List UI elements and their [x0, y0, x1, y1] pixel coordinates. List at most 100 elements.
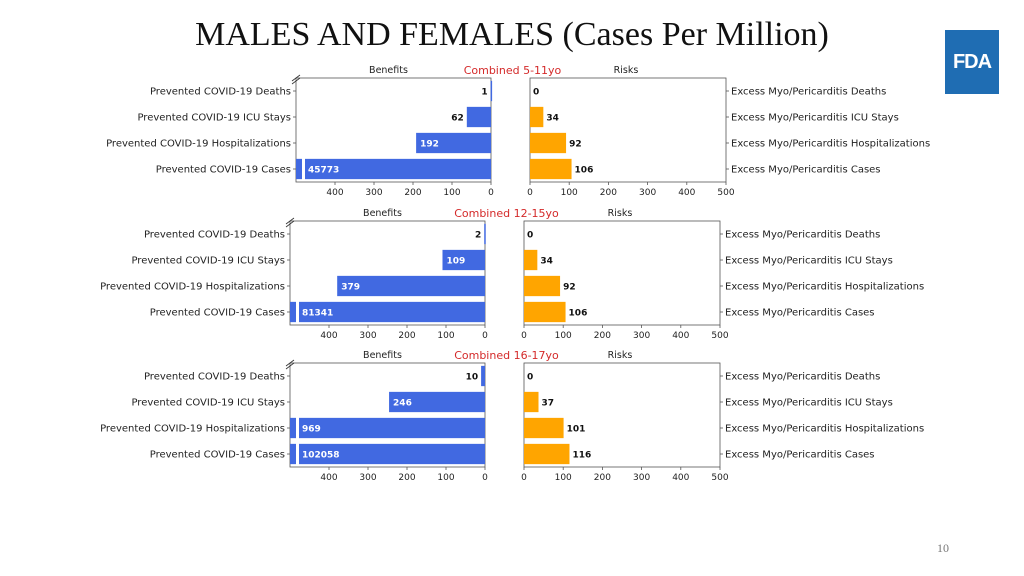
x-tick-label: 500 — [711, 331, 728, 341]
benefit-bar — [490, 80, 493, 102]
benefit-value-label: 102058 — [302, 451, 340, 461]
risk-value-label: 34 — [540, 257, 553, 267]
x-tick-label: 300 — [633, 473, 650, 483]
risk-value-label: 92 — [569, 140, 582, 150]
benefit-value-label: 10 — [466, 373, 479, 383]
risk-value-label: 106 — [569, 309, 588, 319]
benefit-category-label: Prevented COVID-19 ICU Stays — [131, 398, 285, 409]
x-tick-label: 300 — [633, 331, 650, 341]
x-tick-label: 100 — [561, 188, 578, 198]
chart-title: Combined 12-15yo — [454, 207, 559, 220]
benefit-value-label: 379 — [341, 283, 360, 293]
benefit-category-label: Prevented COVID-19 Deaths — [150, 87, 291, 98]
x-tick-label: 100 — [555, 473, 572, 483]
x-tick-label: 0 — [521, 473, 527, 483]
x-tick-label: 400 — [326, 188, 343, 198]
axis-break-mark — [285, 217, 295, 228]
risk-value-label: 37 — [542, 399, 555, 409]
risk-value-label: 101 — [567, 425, 586, 435]
x-tick-label: 0 — [527, 188, 533, 198]
x-tick-label: 100 — [437, 473, 454, 483]
benefit-category-label: Prevented COVID-19 Cases — [156, 165, 291, 176]
risks-axes-frame — [523, 220, 721, 326]
benefit-category-label: Prevented COVID-19 Cases — [150, 308, 285, 319]
risks-header: Risks — [608, 350, 633, 361]
risk-value-label: 0 — [527, 373, 533, 383]
benefit-bar — [466, 106, 491, 128]
x-tick-label: 0 — [482, 473, 488, 483]
benefit-bar — [442, 249, 485, 271]
benefit-bar — [299, 417, 485, 439]
x-tick-label: 400 — [320, 473, 337, 483]
x-tick-label: 200 — [398, 473, 415, 483]
benefit-category-label: Prevented COVID-19 Deaths — [144, 372, 285, 383]
x-tick-label: 100 — [443, 188, 460, 198]
x-tick-label: 200 — [600, 188, 617, 198]
benefit-value-label: 246 — [393, 399, 412, 409]
axis-break-mark — [285, 359, 295, 370]
benefit-bar — [299, 301, 485, 323]
benefit-category-label: Prevented COVID-19 Cases — [150, 450, 285, 461]
risk-value-label: 106 — [575, 166, 594, 176]
risk-bar — [530, 132, 567, 154]
fda-logo: FDA — [945, 30, 999, 94]
risk-category-label: Excess Myo/Pericarditis Deaths — [725, 372, 880, 383]
x-tick-label: 300 — [365, 188, 382, 198]
benefit-value-label: 45773 — [308, 166, 339, 176]
chart-title: Combined 16-17yo — [454, 349, 559, 362]
risk-bar — [524, 443, 570, 465]
benefit-category-label: Prevented COVID-19 Hospitalizations — [100, 424, 285, 435]
benefit-value-label: 81341 — [302, 309, 333, 319]
x-tick-label: 400 — [678, 188, 695, 198]
benefit-value-label: 2 — [475, 231, 481, 241]
benefit-bar — [389, 391, 485, 413]
x-tick-label: 200 — [398, 331, 415, 341]
risk-value-label: 92 — [563, 283, 576, 293]
x-tick-label: 200 — [594, 473, 611, 483]
risks-axes-frame — [523, 362, 721, 468]
x-tick-label: 300 — [359, 473, 376, 483]
risk-bar — [524, 391, 539, 413]
axis-break-mark — [291, 74, 301, 85]
x-tick-label: 300 — [639, 188, 656, 198]
risk-category-label: Excess Myo/Pericarditis Cases — [725, 308, 875, 319]
benefit-bar — [290, 417, 296, 439]
risk-category-label: Excess Myo/Pericarditis Deaths — [731, 87, 886, 98]
risk-category-label: Excess Myo/Pericarditis Deaths — [725, 230, 880, 241]
x-tick-label: 500 — [717, 188, 734, 198]
risk-category-label: Excess Myo/Pericarditis Hospitalizations — [725, 424, 924, 435]
benefits-header: Benefits — [363, 350, 402, 361]
x-tick-label: 0 — [521, 331, 527, 341]
page-number: 10 — [937, 541, 949, 555]
benefit-value-label: 1 — [481, 88, 487, 98]
risk-category-label: Excess Myo/Pericarditis Cases — [725, 450, 875, 461]
risk-category-label: Excess Myo/Pericarditis ICU Stays — [731, 113, 899, 124]
risk-value-label: 34 — [546, 114, 559, 124]
risk-category-label: Excess Myo/Pericarditis Hospitalizations — [725, 282, 924, 293]
benefit-bar — [305, 158, 491, 180]
benefit-bar — [299, 443, 485, 465]
x-tick-label: 200 — [404, 188, 421, 198]
benefit-bar — [481, 365, 485, 387]
risk-bar — [524, 249, 538, 271]
benefit-bar — [416, 132, 491, 154]
benefits-header: Benefits — [369, 65, 408, 76]
benefit-value-label: 192 — [420, 140, 439, 150]
benefit-bar — [337, 275, 485, 297]
benefit-value-label: 109 — [446, 257, 465, 267]
x-tick-label: 500 — [711, 473, 728, 483]
x-tick-label: 400 — [672, 473, 689, 483]
x-tick-label: 400 — [320, 331, 337, 341]
risk-category-label: Excess Myo/Pericarditis Cases — [731, 165, 881, 176]
risk-category-label: Excess Myo/Pericarditis ICU Stays — [725, 398, 893, 409]
benefit-value-label: 969 — [302, 425, 321, 435]
benefit-bar — [290, 443, 296, 465]
benefits-header: Benefits — [363, 208, 402, 219]
risk-value-label: 116 — [572, 451, 591, 461]
risk-bar — [524, 417, 564, 439]
benefit-category-label: Prevented COVID-19 Deaths — [144, 230, 285, 241]
x-tick-label: 400 — [672, 331, 689, 341]
benefit-category-label: Prevented COVID-19 Hospitalizations — [106, 139, 291, 150]
x-tick-label: 0 — [482, 331, 488, 341]
